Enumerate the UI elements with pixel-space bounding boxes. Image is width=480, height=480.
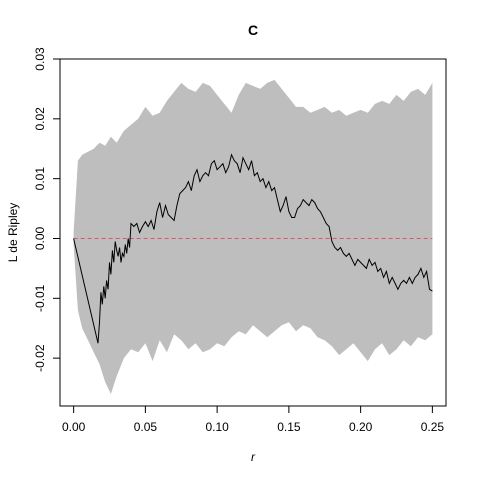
envelope-band <box>73 79 433 395</box>
x-tick-label: 0.05 <box>134 420 158 434</box>
x-tick-label: 0.10 <box>205 420 229 434</box>
y-tick-label: 0.01 <box>33 167 47 191</box>
y-tick-label: -0.02 <box>33 344 47 372</box>
x-tick-label: 0.15 <box>277 420 301 434</box>
y-tick-label: 0.03 <box>33 47 47 71</box>
chart-title: C <box>248 22 258 38</box>
x-tick-label: 0.00 <box>62 420 86 434</box>
y-axis-label: L de Ripley <box>6 203 20 263</box>
x-tick-label: 0.25 <box>421 420 445 434</box>
observed-series <box>73 153 433 344</box>
observed-layer <box>73 153 433 344</box>
y-tick-label: -0.01 <box>33 284 47 312</box>
x-axis-label: r <box>251 450 256 464</box>
envelope-layer <box>73 79 433 395</box>
y-axis: -0.02 -0.01 0.00 0.01 0.02 0.03 <box>33 47 61 372</box>
x-axis: 0.00 0.05 0.10 0.15 0.20 0.25 <box>62 405 445 434</box>
y-tick-label: 0.02 <box>33 107 47 131</box>
x-tick-label: 0.20 <box>349 420 373 434</box>
y-tick-label: 0.00 <box>33 226 47 250</box>
